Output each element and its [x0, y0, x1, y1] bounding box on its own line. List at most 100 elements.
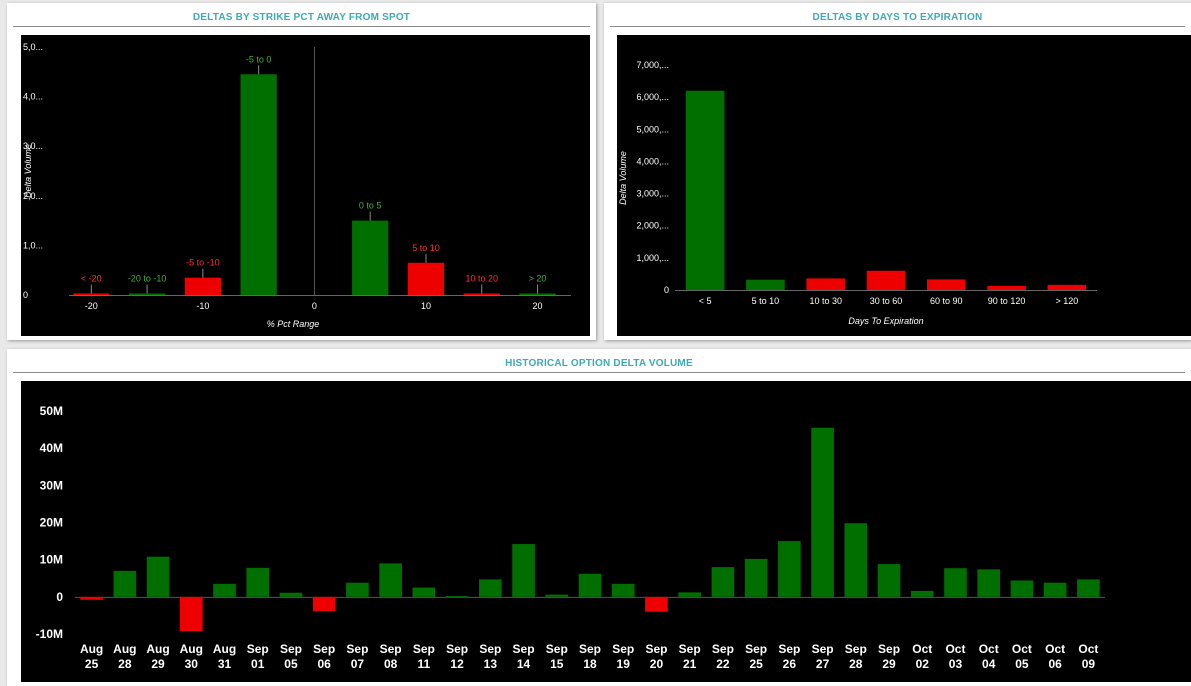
history-bar: [611, 583, 635, 597]
days-bar: [987, 285, 1026, 290]
x-axis-title: Days To Expiration: [848, 316, 923, 326]
history-bar: [479, 579, 502, 597]
x-tick-day: 05: [284, 657, 298, 671]
x-tick-day: 01: [251, 657, 265, 671]
days-expiration-plot: < 5 5 to 10 10 to 30 30 to 60 60 to 90 90 to …: [617, 35, 1191, 336]
x-axis-title: % Pct Range: [267, 319, 320, 329]
y-tick-label: 0: [56, 590, 63, 604]
x-tick-month: Sep: [778, 642, 800, 656]
y-tick-label: 3,0...: [23, 141, 43, 151]
y-tick-label: 7,000,...: [636, 60, 669, 70]
x-tick-month: Sep: [313, 642, 335, 656]
y-tick-label: 40M: [40, 441, 63, 455]
x-tick-day: 25: [85, 657, 99, 671]
x-tick-day: 31: [218, 657, 232, 671]
x-tick-label: 30 to 60: [870, 296, 903, 306]
x-tick-month: Aug: [180, 642, 203, 656]
strike-bar-label: 0 to 5: [359, 201, 382, 211]
strike-bar: [352, 220, 389, 295]
y-tick-label: 4,000,...: [636, 156, 669, 166]
x-tick-month: Sep: [878, 642, 900, 656]
days-bar: [866, 270, 906, 290]
history-bar: [445, 596, 469, 598]
x-tick-day: 27: [816, 657, 830, 671]
days-expiration-chart: < 5 5 to 10 10 to 30 30 to 60 60 to 90 90 to …: [618, 60, 1097, 326]
history-bar: [1043, 582, 1067, 597]
x-tick-day: 06: [318, 657, 332, 671]
history-bar: [811, 427, 834, 597]
history-bar: [113, 570, 137, 597]
x-tick-month: Oct: [979, 642, 999, 656]
history-bar: [1010, 580, 1034, 597]
strike-bar: [407, 262, 445, 295]
x-tick-month: Aug: [146, 642, 169, 656]
x-tick-month: Sep: [280, 642, 302, 656]
history-bar: [844, 523, 868, 597]
strike-bar: [519, 293, 556, 295]
strike-bar: [184, 277, 221, 295]
history-bar: [944, 568, 967, 597]
x-tick-month: Sep: [712, 642, 734, 656]
days-bar: [926, 279, 966, 290]
x-tick-day: 29: [882, 657, 896, 671]
history-bar: [179, 596, 203, 632]
y-tick-label: -10M: [36, 627, 63, 641]
strike-bar-label: 10 to 20: [465, 274, 498, 284]
x-tick-day: 14: [517, 657, 531, 671]
y-axis-title: Delta Volume: [23, 144, 33, 198]
history-bar: [312, 596, 336, 611]
historical-delta-panel-title: HISTORICAL OPTION DELTA VOLUME: [505, 358, 693, 369]
history-bar: [512, 544, 535, 597]
x-tick-day: 28: [849, 657, 863, 671]
history-bar: [279, 592, 303, 597]
x-tick-month: Sep: [446, 642, 468, 656]
history-bar: [910, 590, 934, 597]
x-tick-day: 18: [583, 657, 597, 671]
x-tick-month: Oct: [1045, 642, 1065, 656]
strike-pct-panel-title: DELTAS BY STRIKE PCT AWAY FROM SPOT: [192, 12, 411, 23]
history-bar: [146, 556, 170, 597]
x-tick-day: 04: [982, 657, 996, 671]
x-tick-month: Sep: [745, 642, 767, 656]
x-tick-month: Oct: [945, 642, 965, 656]
x-tick-day: 08: [384, 657, 398, 671]
x-tick-label: 5 to 10: [752, 296, 780, 306]
history-bar: [778, 541, 801, 597]
strike-pct-plot: < -20 -20 to -10 -5 to -10 -5 to 0 0 to 5 5 t…: [21, 35, 590, 336]
x-tick-day: 22: [716, 657, 730, 671]
x-tick-label: 0: [312, 301, 317, 311]
x-tick-month: Oct: [912, 642, 932, 656]
y-tick-label: 6,000,...: [636, 92, 669, 102]
x-tick-day: 02: [916, 657, 930, 671]
history-bar: [80, 596, 103, 600]
historical-delta-plot: Aug 25 Aug 28 Aug 29 Aug 30 Aug 31 Sep 01 Sep 05 Sep 06…: [21, 381, 1191, 682]
days-bar: [806, 278, 846, 290]
strike-bar-label: -20 to -10: [128, 274, 167, 284]
x-tick-day: 06: [1048, 657, 1062, 671]
x-tick-month: Sep: [479, 642, 501, 656]
days-expiration-panel: DELTAS BY DAYS TO EXPIRATION < 5 5 to 10 1…: [604, 3, 1191, 340]
days-bar: [746, 279, 785, 290]
x-tick-month: Aug: [80, 642, 103, 656]
history-bar: [744, 558, 768, 597]
x-tick-label: -10: [196, 301, 209, 311]
x-tick-label: 10: [421, 301, 431, 311]
history-bar: [412, 587, 436, 597]
history-bar: [246, 567, 270, 597]
strike-bar: [240, 74, 277, 295]
history-bar: [578, 573, 602, 597]
days-bar: [1047, 284, 1087, 290]
history-bar: [977, 569, 1001, 597]
x-tick-day: 21: [683, 657, 697, 671]
x-tick-label: 20: [533, 301, 543, 311]
history-bar: [645, 596, 668, 612]
y-tick-label: 2,0...: [23, 191, 43, 201]
x-tick-day: 07: [351, 657, 365, 671]
x-tick-day: 13: [484, 657, 498, 671]
y-tick-label: 20M: [40, 516, 63, 530]
strike-bar-label: -5 to -10: [186, 258, 220, 268]
y-tick-label: 10M: [40, 553, 63, 567]
x-tick-day: 26: [783, 657, 797, 671]
y-tick-label: 4,0...: [23, 92, 43, 102]
x-tick-month: Sep: [679, 642, 701, 656]
